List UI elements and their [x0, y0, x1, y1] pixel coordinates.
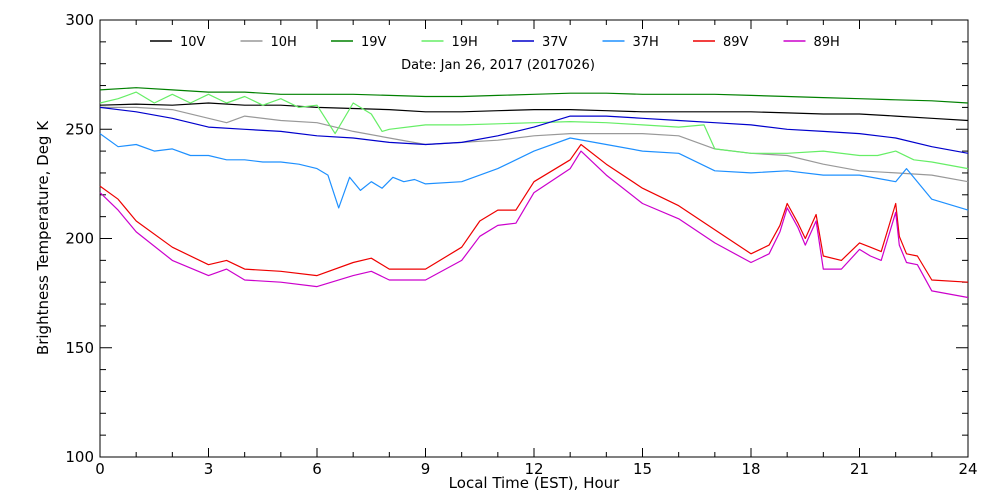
y-tick-label: 100	[65, 448, 94, 466]
legend-label-89v: 89V	[723, 35, 749, 50]
x-axis-title: Local Time (EST), Hour	[449, 474, 620, 492]
x-tick-label: 24	[958, 460, 977, 478]
x-tick-label: 9	[421, 460, 431, 478]
x-axis: 0 3 6 9 12 15 18 21 24	[95, 20, 978, 478]
y-axis: 100 150 200 250 300	[65, 11, 968, 466]
legend-label-19h: 19H	[452, 35, 478, 50]
series-line-89v	[99, 143, 969, 283]
y-axis-title: Brightness Temperature, Deg K	[34, 120, 52, 355]
x-tick-label: 0	[95, 460, 105, 478]
series-line-37v	[99, 106, 969, 154]
y-tick-label: 300	[65, 11, 94, 29]
x-tick-label: 21	[850, 460, 869, 478]
legend-label-10h: 10H	[271, 35, 297, 50]
series-line-89h	[99, 150, 969, 299]
series-line-10v	[99, 102, 969, 122]
legend: 10V 10H 19V 19H 37V 37H 89V 89H	[150, 35, 840, 50]
series-line-10h	[100, 106, 969, 183]
legend-label-89h: 89H	[814, 35, 840, 50]
series-line-37h	[99, 133, 969, 211]
x-tick-label: 18	[741, 460, 760, 478]
legend-label-10v: 10V	[180, 35, 206, 50]
x-tick-label: 6	[312, 460, 322, 478]
x-tick-label: 15	[633, 460, 652, 478]
chart-subtitle: Date: Jan 26, 2017 (2017026)	[401, 58, 595, 73]
y-tick-label: 250	[65, 120, 94, 138]
series-line-19v	[99, 87, 969, 104]
y-tick-label: 200	[65, 230, 94, 248]
series-line-19h	[99, 91, 969, 170]
legend-label-19v: 19V	[361, 35, 387, 50]
legend-label-37h: 37H	[633, 35, 659, 50]
legend-label-37v: 37V	[542, 35, 568, 50]
plot-frame	[99, 19, 969, 458]
y-tick-label: 150	[65, 339, 94, 357]
series-layer	[99, 87, 969, 299]
x-tick-label: 12	[524, 460, 543, 478]
x-tick-label: 3	[204, 460, 214, 478]
